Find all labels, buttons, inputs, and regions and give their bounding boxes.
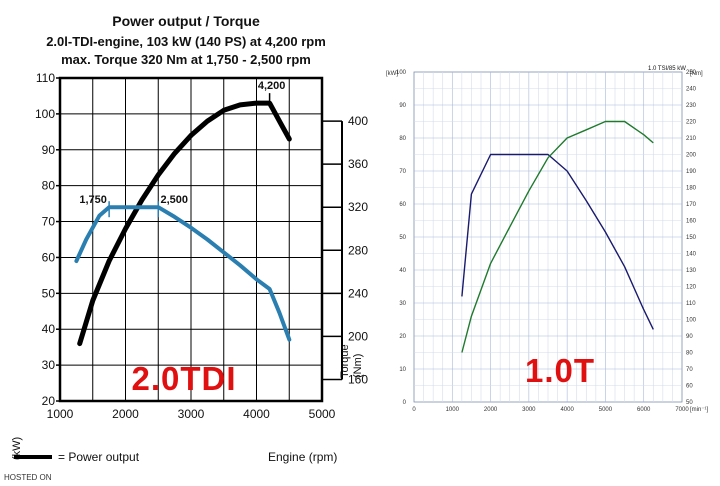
- tdi-y-tick-left-label: 90: [42, 143, 56, 157]
- tdi-x-tick-label: 4000: [243, 407, 270, 421]
- tdi-annotation-4200: 4,200: [258, 80, 286, 92]
- tsi-y-label-left: [kW]: [386, 71, 398, 77]
- tdi-subtitle-2: max. Torque 320 Nm at 1,750 - 2,500 rpm: [61, 52, 311, 67]
- tdi-y-tick-right-label: 160: [348, 372, 368, 386]
- tdi-subtitle-1: 2.0l-TDI-engine, 103 kW (140 PS) at 4,20…: [46, 34, 326, 49]
- tsi-y-tick-right-label: 70: [686, 367, 693, 373]
- tsi-y-tick-left-label: 40: [399, 268, 406, 274]
- tdi-watermark: 2.0TDI: [131, 360, 236, 397]
- tsi-y-tick-right-label: 50: [686, 400, 693, 406]
- tsi-y-tick-left-label: 0: [403, 400, 407, 406]
- tsi-y-tick-right-label: 250: [686, 70, 697, 76]
- tsi-watermark: 1.0T: [525, 352, 595, 389]
- tdi-y-tick-right-label: 200: [348, 329, 368, 343]
- tsi-y-tick-right-label: 170: [686, 202, 697, 208]
- tsi-y-label-right: [Nm]: [690, 71, 703, 77]
- tsi-y-tick-right-label: 150: [686, 235, 697, 241]
- tsi-y-ticks-left: 0 10 20 30 40 50 60 70 80 90 100: [396, 70, 407, 406]
- tdi-title: Power output / Torque: [112, 13, 260, 29]
- tdi-series: 4,200 1,750 2,500: [74, 80, 292, 347]
- tsi-x-tick-label: 6000: [637, 407, 651, 413]
- tsi-y-tick-left-label: 50: [399, 235, 406, 241]
- tsi-y-tick-right-label: 100: [686, 318, 697, 324]
- tdi-y-label-right-name: Torque: [339, 344, 351, 378]
- tdi-chart: Power output / Torque 2.0l-TDI-engine, 1…: [4, 13, 368, 482]
- tdi-y-tick-right-label: 400: [348, 114, 368, 128]
- hosted-mark: HOSTED ON: [4, 473, 52, 482]
- tsi-y-tick-left-label: 10: [399, 367, 406, 373]
- tsi-y-tick-right-label: 90: [686, 334, 693, 340]
- tdi-y-tick-left-label: 20: [42, 394, 56, 408]
- tsi-x-tick-label: 4000: [560, 407, 574, 413]
- tsi-y-ticks-right: 50 60 70 80 90 100 110 120 130 140 150 160 170 180 190…: [686, 70, 697, 406]
- tdi-y-ticks-left: 20 30 40 50 60 70 80 90 100 110: [35, 71, 60, 408]
- tdi-y-tick-left-label: 80: [42, 179, 56, 193]
- tdi-y-tick-left-label: 60: [42, 250, 56, 264]
- tdi-x-label: Engine (rpm): [268, 450, 337, 464]
- tdi-x-tick-label: 5000: [309, 407, 336, 421]
- tsi-y-tick-right-label: 220: [686, 120, 697, 126]
- tsi-y-tick-left-label: 70: [399, 169, 406, 175]
- tsi-y-tick-right-label: 210: [686, 136, 697, 142]
- tdi-x-tick-label: 2000: [112, 407, 139, 421]
- tdi-y-tick-right-label: 240: [348, 286, 368, 300]
- tsi-y-tick-left-label: 90: [399, 103, 406, 109]
- tdi-x-ticks: 1000 2000 3000 4000 5000: [47, 407, 336, 421]
- tsi-power-line: [461, 120, 654, 353]
- tdi-y-tick-left-label: 110: [36, 71, 55, 85]
- tsi-y-tick-left-label: 100: [396, 70, 407, 76]
- tsi-x-tick-label: 0: [412, 407, 416, 413]
- tsi-y-tick-right-label: 190: [686, 169, 697, 175]
- tdi-y-ticks-right: 160 200 240 280 320 360 400: [322, 114, 368, 386]
- tsi-y-tick-right-label: 130: [686, 268, 697, 274]
- tsi-y-tick-left-label: 60: [399, 202, 406, 208]
- tsi-grid: [414, 72, 682, 402]
- tdi-annotation-1750: 1,750: [79, 194, 107, 206]
- tsi-y-tick-left-label: 20: [399, 334, 406, 340]
- tsi-x-label: [min⁻¹]: [690, 407, 709, 413]
- tdi-legend-label: = Power output: [58, 450, 140, 464]
- tsi-chart: 1.0 TSI/85 kW [kW] [Nm] 0 1000 2000 3000 400…: [386, 66, 709, 413]
- tdi-grid: [60, 78, 322, 401]
- tsi-y-tick-right-label: 160: [686, 219, 697, 225]
- tsi-y-tick-right-label: 120: [686, 285, 697, 291]
- tdi-y-tick-right-label: 320: [348, 200, 368, 214]
- tdi-y-tick-right-label: 280: [348, 243, 368, 257]
- tdi-y-tick-left-label: 30: [42, 358, 56, 372]
- tsi-torque-line: [461, 153, 654, 330]
- tsi-x-tick-label: 5000: [599, 407, 613, 413]
- tdi-x-tick-label: 1000: [47, 407, 74, 421]
- tsi-y-tick-right-label: 230: [686, 103, 697, 109]
- tdi-y-label-left: (kW): [11, 437, 23, 460]
- tsi-x-tick-label: 2000: [484, 407, 498, 413]
- tsi-y-tick-right-label: 180: [686, 186, 697, 192]
- tsi-y-tick-left-label: 80: [399, 136, 406, 142]
- tdi-annotation-2500: 2,500: [160, 194, 188, 206]
- tdi-x-tick-label: 3000: [178, 407, 205, 421]
- tdi-y-label-right-unit: (Nm): [352, 354, 364, 378]
- tsi-title: 1.0 TSI/85 kW: [648, 66, 686, 72]
- tdi-y-tick-left-label: 70: [42, 215, 56, 229]
- tdi-y-tick-left-label: 100: [35, 107, 55, 121]
- tsi-series: [461, 120, 654, 353]
- tsi-x-tick-label: 3000: [522, 407, 536, 413]
- tsi-y-tick-right-label: 80: [686, 351, 693, 357]
- tsi-y-tick-right-label: 140: [686, 252, 697, 258]
- tsi-y-tick-left-label: 30: [399, 301, 406, 307]
- tsi-x-tick-label: 1000: [446, 407, 460, 413]
- tdi-torque-line: [74, 205, 292, 342]
- tsi-x-tick-label: 7000: [675, 407, 689, 413]
- tdi-y-tick-left-label: 50: [42, 286, 56, 300]
- tdi-y-tick-left-label: 40: [42, 322, 56, 336]
- tsi-x-ticks: 0 1000 2000 3000 4000 5000 6000 7000: [412, 407, 689, 413]
- tsi-y-tick-right-label: 240: [686, 87, 697, 93]
- tdi-y-tick-right-label: 360: [348, 157, 368, 171]
- tdi-power-line: [77, 100, 292, 347]
- tsi-y-tick-right-label: 60: [686, 384, 693, 390]
- tsi-y-tick-right-label: 200: [686, 153, 697, 159]
- tsi-y-tick-right-label: 110: [686, 301, 696, 307]
